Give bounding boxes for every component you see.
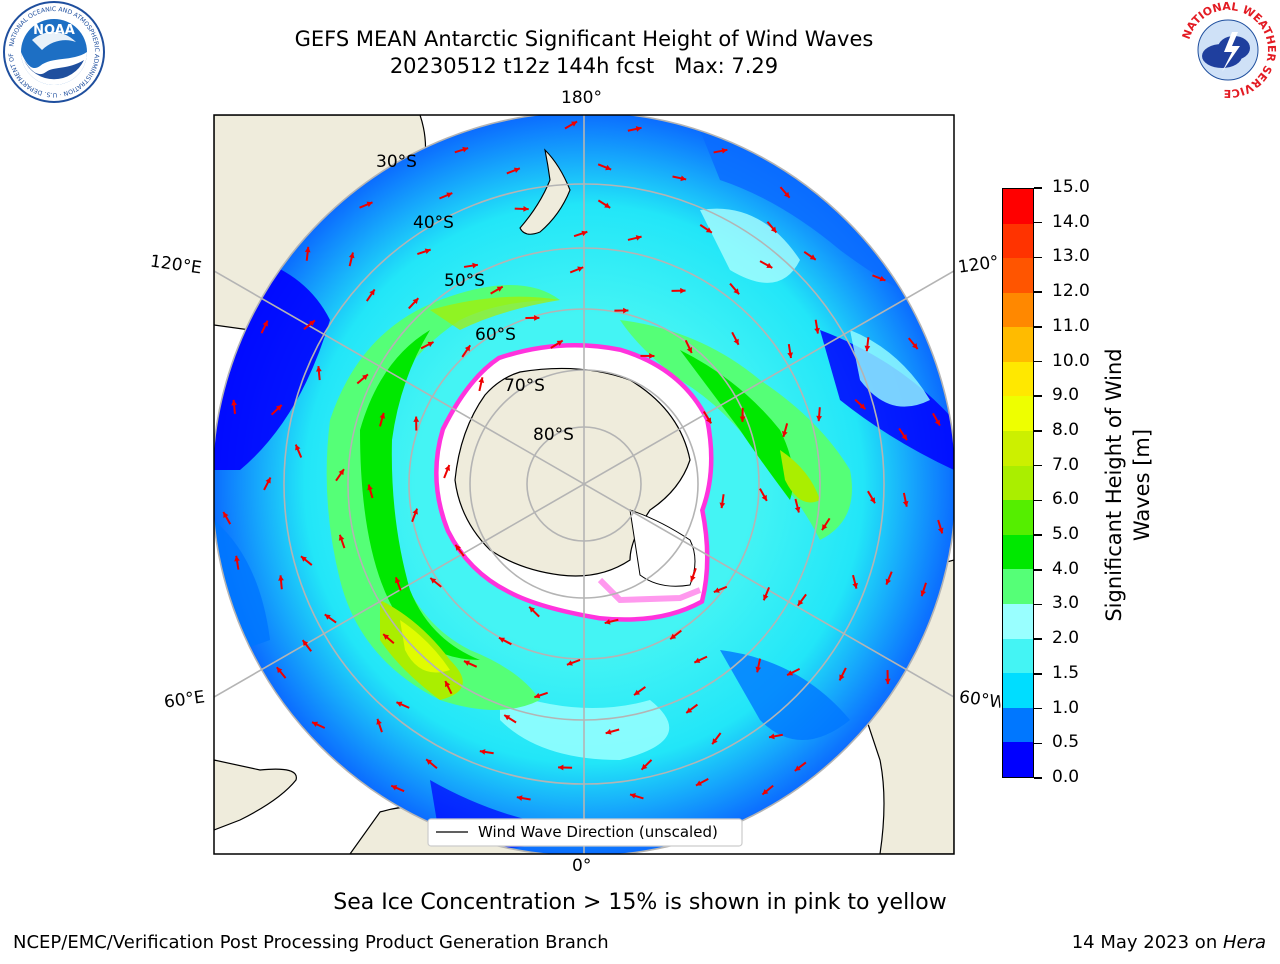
colorbar-tick	[1034, 430, 1042, 432]
colorbar-segment	[1003, 431, 1033, 466]
colorbar-tick-label: 10.0	[1052, 351, 1090, 371]
colorbar-segment	[1003, 708, 1033, 743]
lat-label-60: 60°S	[475, 325, 516, 345]
colorbar-segment	[1003, 639, 1033, 674]
colorbar-tick-label: 8.0	[1052, 420, 1079, 440]
colorbar-tick-label: 14.0	[1052, 212, 1090, 232]
colorbar-tick	[1034, 257, 1042, 259]
lat-label-80: 80°S	[533, 425, 574, 445]
colorbar-tick-label: 15.0	[1052, 177, 1090, 197]
colorbar-tick-label: 1.5	[1052, 663, 1079, 683]
datestamp: 14 May 2023 on Hera	[1072, 932, 1266, 953]
colorbar-tick	[1034, 187, 1042, 189]
colorbar-tick	[1034, 361, 1042, 363]
colorbar-segment	[1003, 396, 1033, 431]
colorbar-tick-label: 12.0	[1052, 281, 1090, 301]
lat-label-70: 70°S	[504, 376, 545, 396]
colorbar-segment	[1003, 258, 1033, 293]
colorbar-segment	[1003, 293, 1033, 328]
lon-label-bottom: 0°	[572, 856, 591, 876]
colorbar-tick-label: 0.0	[1052, 767, 1079, 787]
colorbar-tick-label: 9.0	[1052, 385, 1079, 405]
colorbar-tick	[1034, 743, 1042, 745]
colorbar-tick	[1034, 326, 1042, 328]
sea-ice-note: Sea Ice Concentration > 15% is shown in …	[0, 890, 1280, 915]
colorbar-tick-label: 4.0	[1052, 559, 1079, 579]
colorbar-tick	[1034, 638, 1042, 640]
colorbar	[1002, 188, 1034, 778]
colorbar-segment	[1003, 742, 1033, 777]
lon-label-top: 180°	[561, 88, 602, 108]
colorbar-tick	[1034, 777, 1042, 779]
colorbar-segment	[1003, 189, 1033, 224]
colorbar-segment	[1003, 327, 1033, 362]
colorbar-tick	[1034, 708, 1042, 710]
colorbar-tick	[1034, 291, 1042, 293]
colorbar-tick-label: 0.5	[1052, 732, 1079, 752]
legend-label: Wind Wave Direction (unscaled)	[478, 823, 718, 841]
datestamp-host: Hera	[1223, 932, 1266, 953]
colorbar-tick	[1034, 465, 1042, 467]
colorbar-segment	[1003, 569, 1033, 604]
credit-line: NCEP/EMC/Verification Post Processing Pr…	[13, 932, 609, 953]
colorbar-label: Significant Height of Wind Waves [m]	[1100, 325, 1156, 645]
colorbar-tick	[1034, 395, 1042, 397]
colorbar-segment	[1003, 466, 1033, 501]
colorbar-tick-label: 7.0	[1052, 455, 1079, 475]
lat-label-30: 30°S	[376, 152, 417, 172]
colorbar-tick	[1034, 604, 1042, 606]
colorbar-tick	[1034, 500, 1042, 502]
lat-label-40: 40°S	[413, 213, 454, 233]
colorbar-segment	[1003, 224, 1033, 259]
colorbar-tick-label: 3.0	[1052, 593, 1079, 613]
colorbar-tick-label: 11.0	[1052, 316, 1090, 336]
colorbar-tick-label: 5.0	[1052, 524, 1079, 544]
colorbar-tick-label: 2.0	[1052, 628, 1079, 648]
colorbar-segment	[1003, 362, 1033, 397]
colorbar-tick-label: 13.0	[1052, 246, 1090, 266]
colorbar-tick	[1034, 534, 1042, 536]
colorbar-segment	[1003, 673, 1033, 708]
map-legend: Wind Wave Direction (unscaled)	[428, 819, 742, 846]
colorbar-segment	[1003, 604, 1033, 639]
colorbar-tick-label: 6.0	[1052, 489, 1079, 509]
colorbar-segment	[1003, 535, 1033, 570]
colorbar-tick	[1034, 222, 1042, 224]
colorbar-segment	[1003, 500, 1033, 535]
lat-label-50: 50°S	[444, 271, 485, 291]
datestamp-text: 14 May 2023 on	[1072, 932, 1223, 953]
colorbar-tick-label: 1.0	[1052, 698, 1079, 718]
colorbar-tick	[1034, 569, 1042, 571]
colorbar-tick	[1034, 673, 1042, 675]
